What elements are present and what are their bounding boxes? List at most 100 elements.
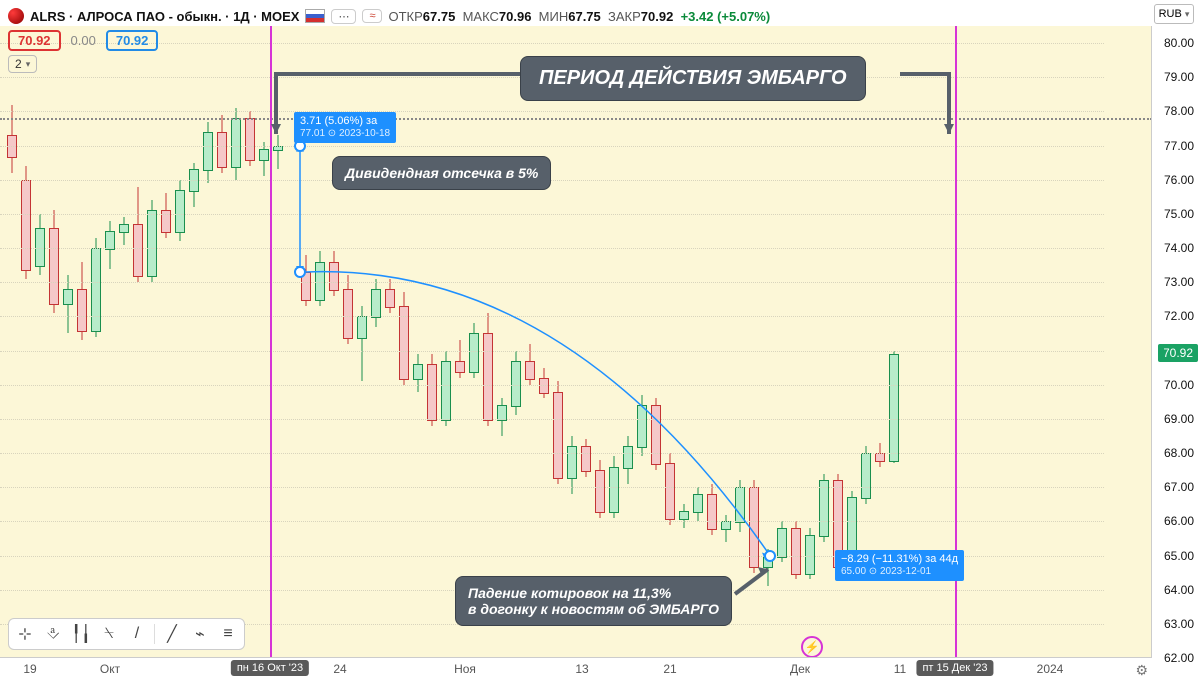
candle[interactable] xyxy=(161,193,171,237)
candle[interactable] xyxy=(147,200,157,282)
candle[interactable] xyxy=(693,487,703,521)
measure-label[interactable]: −8.29 (−11.31%) за 44д65.00 ⊙ 2023-12-01 xyxy=(835,550,964,581)
candle[interactable] xyxy=(217,115,227,173)
candle[interactable] xyxy=(343,275,353,343)
candle[interactable] xyxy=(77,262,87,341)
x-tick: 21 xyxy=(663,662,676,676)
candle[interactable] xyxy=(7,105,17,173)
symbol-title[interactable]: ALRS · АЛРОСА ПАО - обыкн. · 1Д · MOEX xyxy=(30,9,299,24)
flag-icon xyxy=(305,9,325,23)
toolbar-tool[interactable]: ≡ xyxy=(215,622,241,646)
x-tick: 11 xyxy=(894,662,906,676)
candle[interactable] xyxy=(203,122,213,183)
candle[interactable] xyxy=(413,354,423,392)
y-tick: 65.00 xyxy=(1164,549,1194,563)
y-tick: 80.00 xyxy=(1164,36,1194,50)
measure-endpoint[interactable] xyxy=(764,550,776,562)
measure-label[interactable]: 3.71 (5.06%) за77.01 ⊙ 2023-10-18 xyxy=(294,112,396,143)
candle[interactable] xyxy=(623,436,633,484)
candle[interactable] xyxy=(133,187,143,283)
candle[interactable] xyxy=(889,351,899,464)
candle[interactable] xyxy=(679,504,689,528)
candle[interactable] xyxy=(511,351,521,416)
candle[interactable] xyxy=(861,446,871,504)
candle[interactable] xyxy=(441,351,451,426)
time-axis[interactable]: ⚙ 19Окт24Ноя1321Дек112024пн 16 Окт '23пт… xyxy=(0,657,1152,686)
y-tick: 70.00 xyxy=(1164,378,1194,392)
y-tick: 67.00 xyxy=(1164,480,1194,494)
candle[interactable] xyxy=(301,255,311,306)
candle[interactable] xyxy=(259,142,269,176)
toolbar-tool[interactable]: ⌁ xyxy=(187,622,213,646)
candle[interactable] xyxy=(315,251,325,306)
event-flash-icon[interactable]: ⚡ xyxy=(801,636,823,658)
candle[interactable] xyxy=(105,221,115,269)
candle[interactable] xyxy=(91,238,101,337)
y-tick: 72.00 xyxy=(1164,309,1194,323)
candle[interactable] xyxy=(455,340,465,378)
candle[interactable] xyxy=(707,484,717,535)
annotation-callout[interactable]: Падение котировок на 11,3%в догонку к но… xyxy=(455,576,732,626)
currency-selector[interactable]: RUB xyxy=(1154,4,1194,24)
candle[interactable] xyxy=(721,515,731,542)
candle[interactable] xyxy=(483,313,493,426)
grid-line xyxy=(0,487,1104,488)
ask-box[interactable]: 70.92 xyxy=(106,30,159,51)
grid-line xyxy=(0,453,1104,454)
candle[interactable] xyxy=(427,354,437,426)
axis-settings-icon[interactable]: ⚙ xyxy=(1135,662,1148,679)
measure-endpoint[interactable] xyxy=(294,266,306,278)
toolbar-tool[interactable]: ⎀ xyxy=(40,622,66,646)
candle[interactable] xyxy=(63,275,73,333)
compare-pill[interactable]: ⋯ xyxy=(331,9,356,24)
candle[interactable] xyxy=(119,217,129,244)
reference-price-line xyxy=(0,118,1152,120)
candle[interactable] xyxy=(497,398,507,436)
annotation-callout[interactable]: Дивидендная отсечка в 5% xyxy=(332,156,551,190)
candle[interactable] xyxy=(385,279,395,313)
event-vertical-line[interactable] xyxy=(270,26,272,658)
candle[interactable] xyxy=(273,135,283,169)
candle[interactable] xyxy=(189,163,199,207)
candle[interactable] xyxy=(49,210,59,312)
candle[interactable] xyxy=(651,398,661,470)
candle[interactable] xyxy=(539,368,549,399)
candle[interactable] xyxy=(371,279,381,327)
candle[interactable] xyxy=(567,436,577,494)
price-axis[interactable]: 62.0063.0064.0065.0066.0067.0068.0069.00… xyxy=(1151,26,1200,658)
grid-line xyxy=(0,248,1104,249)
candle[interactable] xyxy=(875,443,885,467)
candle[interactable] xyxy=(399,292,409,384)
toolbar-tool[interactable]: ⊹ xyxy=(12,622,38,646)
candle[interactable] xyxy=(175,180,185,241)
grid-line xyxy=(0,214,1104,215)
toolbar-tool[interactable]: ⍀ xyxy=(96,622,122,646)
candle[interactable] xyxy=(581,439,591,477)
candle[interactable] xyxy=(21,166,31,279)
candle[interactable] xyxy=(357,306,367,381)
x-highlight-label: пт 15 Дек '23 xyxy=(916,660,993,676)
candle[interactable] xyxy=(791,521,801,579)
candle[interactable] xyxy=(805,528,815,579)
candle[interactable] xyxy=(819,474,829,542)
grid-line xyxy=(0,385,1104,386)
x-highlight-label: пн 16 Окт '23 xyxy=(231,660,309,676)
candle[interactable] xyxy=(665,453,675,525)
y-tick: 73.00 xyxy=(1164,275,1194,289)
toolbar-tool[interactable]: / xyxy=(124,622,150,646)
candle[interactable] xyxy=(35,214,45,275)
chart-header: ALRS · АЛРОСА ПАО - обыкн. · 1Д · MOEX ⋯… xyxy=(8,6,1150,62)
approx-pill: ≈ xyxy=(362,9,382,23)
bid-box[interactable]: 70.92 xyxy=(8,30,61,51)
candle[interactable] xyxy=(637,395,647,456)
toolbar-tool[interactable]: ╿╽ xyxy=(68,622,94,646)
chart-plot-area[interactable]: ПЕРИОД ДЕЙСТВИЯ ЭМБАРГОДивидендная отсеч… xyxy=(0,26,1152,658)
x-tick: 2024 xyxy=(1037,662,1064,676)
candle[interactable] xyxy=(329,251,339,295)
toolbar-tool[interactable]: ╱ xyxy=(159,622,185,646)
candle[interactable] xyxy=(595,460,605,518)
indicator-count-dropdown[interactable]: 2 xyxy=(8,55,37,73)
grid-line xyxy=(0,146,1104,147)
candle[interactable] xyxy=(553,381,563,483)
candle[interactable] xyxy=(749,480,759,572)
